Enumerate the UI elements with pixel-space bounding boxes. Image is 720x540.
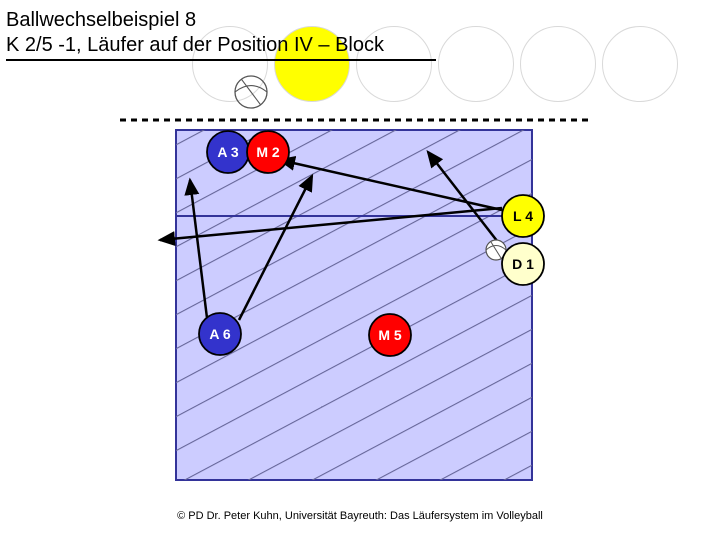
player-label: L 4 xyxy=(513,208,533,224)
ball-icon xyxy=(235,76,267,108)
footer-credit: © PD Dr. Peter Kuhn, Universität Bayreut… xyxy=(0,510,720,522)
player-L4: L 4 xyxy=(502,195,544,237)
player-label: A 6 xyxy=(209,326,230,342)
player-M5: M 5 xyxy=(369,314,411,356)
player-label: A 3 xyxy=(217,144,238,160)
player-label: M 2 xyxy=(256,144,280,160)
player-label: D 1 xyxy=(512,256,534,272)
court-hatch xyxy=(176,130,532,480)
player-A6: A 6 xyxy=(199,313,241,355)
player-A3: A 3 xyxy=(207,131,249,173)
player-D1: D 1 xyxy=(502,243,544,285)
player-label: M 5 xyxy=(378,327,402,343)
player-M2: M 2 xyxy=(247,131,289,173)
volleyball-diagram: A 3 M 2 L 4 D 1 A 6 M 5 xyxy=(0,0,720,540)
